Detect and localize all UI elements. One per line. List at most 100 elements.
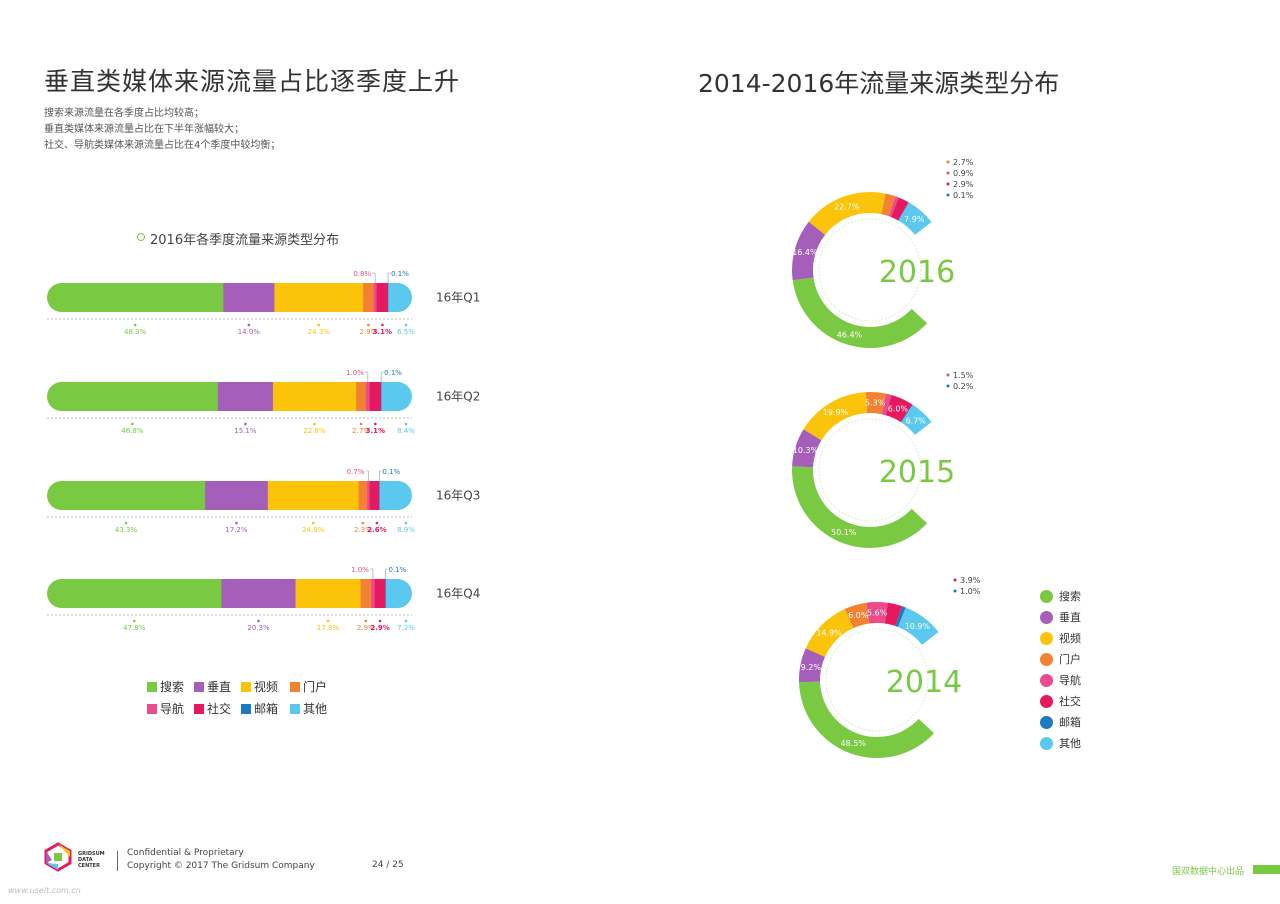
bar-value-label: 6.5% bbox=[397, 328, 415, 336]
bar-legend-item-nav: 导航 bbox=[147, 700, 184, 717]
donut-value-label: 6.7% bbox=[906, 416, 927, 425]
bar-nav-label: 1.0% bbox=[351, 566, 369, 574]
bar-segment-mail bbox=[380, 382, 382, 411]
legend-swatch bbox=[1040, 631, 1053, 645]
donut-slice-other bbox=[901, 404, 932, 435]
bar-segment-nav bbox=[373, 283, 377, 312]
footer-brand: GRIDSUM DATA CENTER bbox=[78, 851, 105, 869]
callout-dot bbox=[946, 384, 950, 388]
bar-segment-portal bbox=[356, 382, 367, 411]
gridsum-logo-icon bbox=[44, 842, 72, 872]
bar-category-label: 16年Q1 bbox=[436, 291, 480, 305]
bar-label-dot bbox=[133, 323, 137, 327]
callout-dot bbox=[953, 589, 957, 593]
donut-chart-2016 bbox=[792, 160, 950, 348]
donut-value-label: 10.9% bbox=[905, 622, 931, 631]
nav-callout-line bbox=[372, 272, 376, 283]
bar-label-dot bbox=[378, 619, 382, 623]
note-line-3: 社交、导航类媒体来源流量占比在4个季度中较均衡； bbox=[44, 140, 281, 151]
bar-row-2 bbox=[47, 371, 412, 426]
donut-chart-2014 bbox=[799, 578, 957, 758]
donut-value-label: 5.3% bbox=[865, 399, 886, 408]
callout-dot bbox=[953, 578, 957, 582]
bar-label-dot bbox=[235, 521, 238, 525]
page-number: 24 / 25 bbox=[372, 860, 404, 870]
callout-dot bbox=[946, 182, 950, 186]
bar-legend-item-vertical: 垂直 bbox=[194, 678, 231, 695]
note-line-2: 垂直类媒体来源流量占比在下半年涨幅较大； bbox=[44, 124, 244, 135]
mail-callout-line bbox=[380, 371, 385, 382]
bar-value-label: 43.3% bbox=[115, 526, 138, 534]
donut-year-label: 2014 bbox=[886, 665, 962, 700]
bar-value-label: 48.3% bbox=[124, 328, 147, 336]
ring-legend-item-social: 社交 bbox=[1040, 693, 1081, 709]
bar-value-label: 2.9% bbox=[357, 624, 375, 632]
bar-row-4 bbox=[47, 568, 412, 623]
bar-label-dot bbox=[317, 323, 321, 327]
bar-value-label: 20.3% bbox=[247, 624, 270, 632]
legend-swatch bbox=[1040, 652, 1053, 666]
legend-label: 搜索 bbox=[160, 680, 185, 694]
donut-callout-label: 2.7% bbox=[953, 158, 974, 167]
bar-value-label: 2.9% bbox=[370, 624, 389, 632]
ring-legend-item-search: 搜索 bbox=[1040, 588, 1081, 604]
bar-segment-other bbox=[388, 283, 412, 312]
donut-slice-vertical bbox=[792, 221, 826, 281]
bar-segment-video bbox=[267, 481, 360, 510]
donut-slice-video bbox=[805, 608, 854, 657]
bar-segment-portal bbox=[360, 579, 372, 608]
bar-category-label: 16年Q4 bbox=[436, 587, 480, 601]
legend-swatch bbox=[241, 703, 251, 714]
bar-label-dot bbox=[313, 422, 316, 426]
legend-label: 其他 bbox=[1059, 737, 1081, 750]
bar-segment-portal bbox=[358, 481, 368, 510]
bar-label-dot bbox=[404, 422, 408, 426]
legend-swatch bbox=[1040, 694, 1053, 708]
bar-label-dot bbox=[244, 422, 247, 426]
footer-brand-line-2: DATA bbox=[78, 857, 93, 863]
donut-slice-mail bbox=[895, 606, 906, 627]
donut-slice-nav bbox=[866, 602, 888, 624]
legend-label: 门户 bbox=[1059, 653, 1081, 666]
donut-slice-portal bbox=[881, 193, 896, 217]
legend-swatch bbox=[290, 703, 300, 714]
nav-callout-line bbox=[369, 568, 374, 579]
bar-row-3 bbox=[47, 470, 412, 525]
bar-segment-social bbox=[376, 283, 389, 312]
donut-slice-video bbox=[803, 392, 868, 441]
legend-label: 社交 bbox=[207, 702, 232, 716]
bar-label-dot bbox=[326, 619, 330, 623]
donut-value-label: 5.6% bbox=[867, 609, 888, 618]
donut-slice-search bbox=[792, 466, 928, 548]
donut-year-label: 2015 bbox=[879, 455, 955, 490]
legend-swatch bbox=[147, 703, 157, 714]
bar-legend-item-social: 社交 bbox=[194, 700, 231, 717]
bar-segment-social bbox=[369, 382, 382, 411]
footer-producer: 国双数据中心出品 bbox=[1172, 867, 1245, 877]
bar-row-1 bbox=[47, 272, 412, 327]
bar-segment-nav bbox=[366, 382, 370, 411]
bar-chart-title: 2016年各季度流量来源类型分布 bbox=[150, 233, 340, 248]
donut-inner-ring bbox=[818, 418, 922, 522]
donut-slice-video bbox=[808, 192, 886, 235]
donut-slice-social bbox=[884, 602, 903, 627]
bar-nav-label: 0.8% bbox=[353, 270, 371, 278]
donut-slice-social bbox=[885, 395, 913, 423]
donut-chart-2015 bbox=[792, 373, 950, 548]
legend-swatch bbox=[194, 703, 204, 714]
bar-mail-label: 0.1% bbox=[382, 468, 400, 476]
mail-callout-line bbox=[387, 272, 392, 283]
bar-value-label: 17.2% bbox=[225, 526, 248, 534]
bar-value-label: 14.0% bbox=[238, 328, 261, 336]
donut-slice-other bbox=[897, 607, 939, 645]
donut-slice-search bbox=[799, 681, 935, 758]
ring-legend-item-video: 视频 bbox=[1040, 630, 1081, 646]
donut-value-label: 50.1% bbox=[831, 528, 857, 537]
donut-callout-label: 1.5% bbox=[953, 371, 974, 380]
donut-slice-portal bbox=[844, 602, 870, 629]
donut-value-label: 14.9% bbox=[816, 628, 842, 637]
bar-mail-label: 0.1% bbox=[384, 369, 402, 377]
legend-label: 搜索 bbox=[1059, 590, 1081, 603]
bar-segment-search bbox=[47, 382, 219, 411]
